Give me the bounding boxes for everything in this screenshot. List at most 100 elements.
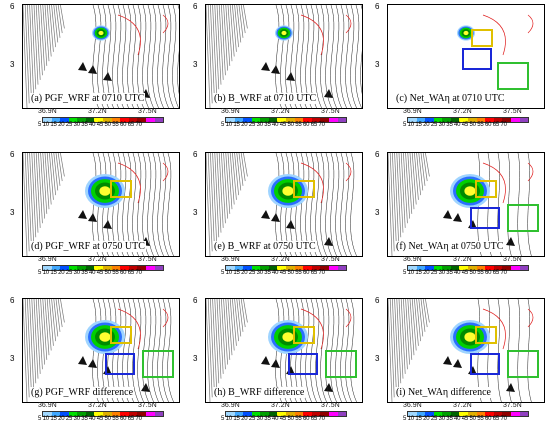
red-contour xyxy=(117,162,169,204)
y-tick-label: 6 xyxy=(375,2,380,11)
contour-line xyxy=(142,299,149,402)
terrain-marker xyxy=(506,383,515,392)
panel-caption: (g) PGF_WRF difference xyxy=(30,387,135,398)
contour-line xyxy=(147,5,154,108)
blue-box xyxy=(288,353,318,375)
terrain-marker xyxy=(453,359,462,368)
colorbar-swatch xyxy=(433,118,443,122)
colorbar-swatch xyxy=(485,412,494,416)
terrain-marker xyxy=(261,356,270,365)
contour-line xyxy=(147,153,154,256)
colorbar-swatch xyxy=(328,118,338,122)
reflectivity-region xyxy=(463,30,469,36)
colorbar-swatch xyxy=(111,266,121,270)
colorbar xyxy=(407,117,529,123)
contour-line xyxy=(157,153,164,256)
terrain-marker xyxy=(261,62,270,71)
panel-f: 6 3 (f) Net_WAη at 0750 UTC 36.9N 37.2N 37.5N… xyxy=(375,150,550,282)
panel-caption: (h) B_WRF difference xyxy=(213,387,306,398)
y-tick-label: 3 xyxy=(193,60,198,69)
colorbar-swatch xyxy=(85,412,95,416)
contour-line xyxy=(325,299,332,402)
colorbar-swatch xyxy=(226,118,235,122)
colorbar-swatch xyxy=(303,412,312,416)
colorbar-swatch xyxy=(128,118,138,122)
contour-line xyxy=(340,299,347,402)
contour-line xyxy=(310,299,317,402)
green-box xyxy=(507,350,539,378)
y-tick-label: 3 xyxy=(193,354,198,363)
colorbar-swatch xyxy=(502,118,511,122)
contour-line xyxy=(340,153,347,256)
colorbar xyxy=(225,117,347,123)
reflectivity-region xyxy=(282,332,294,342)
colorbar-swatch xyxy=(277,118,287,122)
colorbar-swatch xyxy=(416,412,426,416)
green-box xyxy=(142,350,174,378)
contour-line xyxy=(360,5,362,94)
colorbar-swatch xyxy=(277,412,287,416)
terrain-marker xyxy=(443,356,452,365)
colorbar-swatch xyxy=(337,266,347,270)
colorbar-swatch xyxy=(320,118,329,122)
colorbar-swatch xyxy=(286,412,295,416)
colorbar-labels: 5 10 15 20 25 30 35 40 45 50 55 60 65 70 xyxy=(38,416,142,422)
panel-c: 6 3 (c) Net_WAη at 0710 UTC 36.9N 37.2N 37.5N… xyxy=(375,2,550,134)
colorbar xyxy=(42,117,164,123)
latitude-label: 37.5N xyxy=(321,256,340,263)
reflectivity-region xyxy=(99,332,111,342)
latitude-label: 37.2N xyxy=(88,256,107,263)
colorbar-labels: 5 10 15 20 25 30 35 40 45 50 55 60 65 70 xyxy=(38,270,142,276)
contour-plot xyxy=(23,299,174,402)
colorbar-swatch xyxy=(260,412,269,416)
terrain-marker xyxy=(78,62,87,71)
colorbar-swatch xyxy=(85,266,95,270)
colorbar-labels: 5 10 15 20 25 30 35 40 45 50 55 60 65 70 xyxy=(221,270,325,276)
colorbar-swatch xyxy=(154,266,164,270)
blue-box xyxy=(462,48,492,70)
plot-frame xyxy=(205,4,363,109)
colorbar-swatch xyxy=(519,412,529,416)
contour-line xyxy=(320,153,327,256)
red-contour xyxy=(482,14,534,56)
colorbar-swatch xyxy=(243,118,252,122)
contour-line xyxy=(335,299,342,402)
latitude-label: 37.2N xyxy=(88,108,107,115)
red-contour xyxy=(117,14,169,56)
latitude-label: 37.5N xyxy=(503,402,522,409)
y-tick-label: 6 xyxy=(10,296,15,305)
terrain-marker xyxy=(78,356,87,365)
colorbar-swatch xyxy=(450,266,460,270)
contour-line xyxy=(320,299,327,402)
colorbar-swatch xyxy=(311,412,321,416)
yellow-box xyxy=(293,180,315,198)
contour-line xyxy=(335,153,342,256)
colorbar-swatch xyxy=(154,412,164,416)
colorbar-swatch xyxy=(60,412,69,416)
y-tick-label: 3 xyxy=(10,208,15,217)
colorbar-swatch xyxy=(68,118,78,122)
green-box xyxy=(497,62,529,90)
colorbar xyxy=(42,265,164,271)
colorbar-swatch xyxy=(111,118,121,122)
colorbar-swatch xyxy=(433,266,443,270)
colorbar-swatch xyxy=(510,118,520,122)
colorbar-swatch xyxy=(137,412,146,416)
latitude-label: 37.2N xyxy=(271,108,290,115)
colorbar-swatch xyxy=(60,118,69,122)
colorbar-swatch xyxy=(137,266,146,270)
plot-frame xyxy=(387,4,545,109)
contour-line xyxy=(132,299,139,402)
latitude-label: 37.5N xyxy=(503,256,522,263)
colorbar-swatch xyxy=(450,118,460,122)
blue-box xyxy=(470,207,500,229)
panel-e: 6 3 (e) B_WRF at 0750 UTC 36.9N 37.2N 37.5N 5 … xyxy=(193,150,368,282)
contour-line xyxy=(335,5,342,108)
colorbar-swatch xyxy=(328,412,338,416)
colorbar-swatch xyxy=(294,412,304,416)
panel-caption: (c) Net_WAη at 0710 UTC xyxy=(395,93,506,104)
blue-box xyxy=(470,353,500,375)
contour-line xyxy=(345,5,352,108)
colorbar-swatch xyxy=(260,266,269,270)
colorbar-swatch xyxy=(519,118,529,122)
